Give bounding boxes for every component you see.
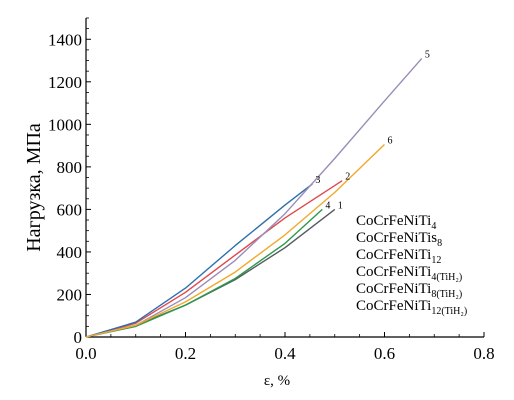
x-tick-label: 0.8	[473, 344, 494, 363]
legend-entry: CoCrFeNiTi8(TiH₂)	[356, 281, 462, 300]
y-tick-label: 1000	[48, 115, 82, 134]
legend-entry: CoCrFeNiTi4	[356, 213, 436, 232]
x-axis-title: ε, %	[264, 373, 290, 389]
legend-entry-base: CoCrFeNiTi	[356, 213, 431, 229]
series-tag-5: 5	[425, 49, 430, 60]
legend: CoCrFeNiTi4CoCrFeNiTis8CoCrFeNiTi12CoCrF…	[356, 213, 467, 317]
legend-entry-sub: 12(TiH₂)	[431, 306, 467, 317]
series-line-4	[85, 208, 323, 338]
series-lines	[85, 57, 423, 338]
y-tick-label: 200	[57, 285, 83, 304]
legend-entry: CoCrFeNiTis8	[356, 230, 442, 249]
series-tag-2: 2	[345, 172, 350, 183]
legend-entry-sub: 4(TiH₂)	[431, 272, 462, 283]
series-line-3	[85, 183, 313, 338]
x-tick-label: 0.2	[175, 344, 196, 363]
x-tick-label: 0.6	[374, 344, 395, 363]
legend-entry-base: CoCrFeNiTi	[356, 281, 431, 297]
series-line-6	[85, 143, 385, 338]
y-tick-label: 800	[57, 158, 83, 177]
legend-entry-sub: 12	[431, 255, 441, 266]
series-tag-1: 1	[338, 200, 343, 211]
series-tag-6: 6	[388, 136, 393, 147]
legend-entry-sub: 8(TiH₂)	[431, 289, 462, 300]
y-axis-title: Нагрузка, МПа	[23, 123, 45, 252]
legend-entry-sub: 8	[437, 238, 442, 249]
y-tick-label: 600	[57, 200, 83, 219]
legend-entry: CoCrFeNiTi4(TiH₂)	[356, 264, 462, 283]
x-tick-label: 0.4	[274, 344, 296, 363]
legend-entry-base: CoCrFeNiTis	[356, 230, 437, 246]
y-tick-label: 0	[74, 328, 83, 347]
legend-entry-base: CoCrFeNiTi	[356, 247, 431, 263]
legend-entry-sub: 4	[431, 221, 436, 232]
y-tick-label: 400	[57, 243, 83, 262]
legend-entry: CoCrFeNiTi12	[356, 247, 441, 266]
y-tick-label: 1400	[48, 30, 82, 49]
series-tags: 1 2 3 4 5 6	[315, 49, 429, 211]
y-tick-label: 1200	[48, 73, 82, 92]
axes: 0 200 400 600 800 1000 1200 1400 0.0 0.2 0.4 0.6 0.8	[48, 17, 495, 363]
legend-entry-base: CoCrFeNiTi	[356, 298, 431, 314]
series-tag-4: 4	[325, 200, 330, 211]
legend-entry: CoCrFeNiTi12(TiH₂)	[356, 298, 467, 317]
x-tick-label: 0.0	[75, 344, 96, 363]
legend-entry-base: CoCrFeNiTi	[356, 264, 431, 280]
series-line-2	[85, 180, 343, 338]
series-tag-3: 3	[315, 175, 320, 186]
